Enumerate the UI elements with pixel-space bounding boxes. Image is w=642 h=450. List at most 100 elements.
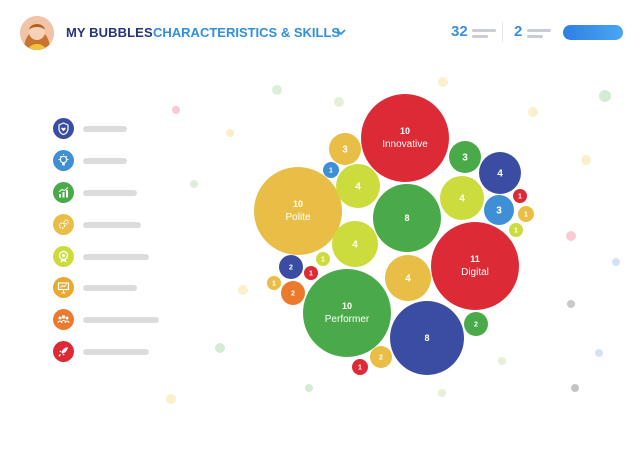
sidebar-item[interactable] [53,309,183,331]
bubble[interactable]: 1 [509,223,523,237]
bubble-value: 4 [497,169,503,180]
bubble[interactable]: 1 [316,252,330,266]
bubble[interactable]: 1 [304,266,318,280]
bubble-circle [267,276,281,290]
bubble-value: 10 [293,199,303,209]
bubble[interactable]: 1 [323,162,339,178]
stat-bar [472,29,496,32]
bubble[interactable]: 2 [281,281,305,305]
background-dot [438,389,446,397]
bubble-circle [303,269,391,357]
sidebar-item-label-placeholder [83,349,149,355]
bubble-circle [464,312,488,336]
bubble[interactable]: 1 [352,359,368,375]
bubble[interactable]: 2 [279,255,303,279]
bubble-digital[interactable]: 11 Digital [431,222,519,310]
background-dots [166,77,620,404]
background-dot [581,155,591,165]
shield-heart-icon [53,118,74,139]
bubble-innovative[interactable]: 10 Innovative [361,94,449,182]
bubble[interactable]: 4 [336,164,380,208]
bubble[interactable]: 1 [513,189,527,203]
bubble-value: 4 [405,274,411,285]
bubble[interactable]: 3 [449,141,481,173]
bubble-circle [479,152,521,194]
presentation-icon [53,277,74,298]
bubble[interactable]: 4 [440,176,484,220]
background-dot [595,349,603,357]
bubble[interactable]: 8 [390,301,464,375]
sidebar-item[interactable] [53,277,183,299]
bubble[interactable]: 3 [484,195,514,225]
sidebar-item[interactable] [53,214,183,236]
background-dot [305,384,313,392]
bubble-value: 2 [289,265,293,272]
bubble-value: 10 [342,301,352,311]
sidebar-item[interactable] [53,341,183,363]
bubble-label: Innovative [382,139,428,150]
bubble[interactable]: 1 [518,206,534,222]
bubble-circle [390,301,464,375]
bubble-value: 1 [309,271,313,278]
stat-bar [472,35,488,38]
lightbulb-icon [53,150,74,171]
bubble[interactable]: 2 [370,346,392,368]
bubble[interactable]: 8 [373,184,441,252]
bubble-value: 11 [470,254,480,264]
sidebar-item[interactable] [53,118,183,140]
sidebar-item-label-placeholder [83,158,127,164]
background-dot [166,394,176,404]
bubble-performer[interactable]: 10 Performer [303,269,391,357]
action-button[interactable] [563,25,623,40]
bubble-value: 3 [342,145,348,156]
bubble-value: 3 [496,206,502,217]
bubble-polite[interactable]: 10 Polite [254,167,342,255]
bubble[interactable]: 3 [329,133,361,165]
bubble-count: 32 [451,23,468,40]
bubble-value: 8 [424,333,429,343]
divider [502,22,503,42]
bubble[interactable]: 4 [332,221,378,267]
sidebar-item[interactable] [53,150,183,172]
bubble-circle [304,266,318,280]
background-dot [599,90,611,102]
bubble-value: 1 [272,281,276,288]
bubble-circle [332,221,378,267]
bubble-value: 3 [462,153,468,164]
bubble-label: Performer [325,314,370,325]
sidebar-item[interactable] [53,182,183,204]
award-badge-icon [53,246,74,267]
bubble[interactable]: 2 [464,312,488,336]
bubble-circle [279,255,303,279]
background-dot [567,300,575,308]
bubble-circle [361,94,449,182]
bubble-value: 1 [321,257,325,264]
sidebar-item-label-placeholder [83,190,137,196]
category-dropdown[interactable]: CHARACTERISTICS & SKILLS [153,25,341,40]
background-dot [190,180,198,188]
background-dot [498,357,506,365]
bubble[interactable]: 4 [479,152,521,194]
bubble[interactable]: 1 [267,276,281,290]
bubble-label: Polite [285,212,310,223]
stat-bar [527,35,543,38]
bubble-label: Digital [461,267,489,278]
bubble-circle [329,133,361,165]
chevron-down-icon[interactable] [336,27,346,37]
app-title: MY BUBBLES [66,25,153,40]
bubble[interactable]: 4 [385,255,431,301]
bubble-value: 2 [379,355,383,362]
background-dot [172,106,180,114]
team-icon [53,309,74,330]
avatar[interactable] [20,16,54,50]
background-dot [238,285,248,295]
bubble-value: 8 [404,213,409,223]
bubble-circle [323,162,339,178]
bubble-value: 10 [400,126,410,136]
background-dot [438,77,448,87]
bubble-circle [352,359,368,375]
background-dot [612,258,620,266]
bubble-value: 1 [524,212,528,219]
sidebar-item[interactable] [53,246,183,268]
